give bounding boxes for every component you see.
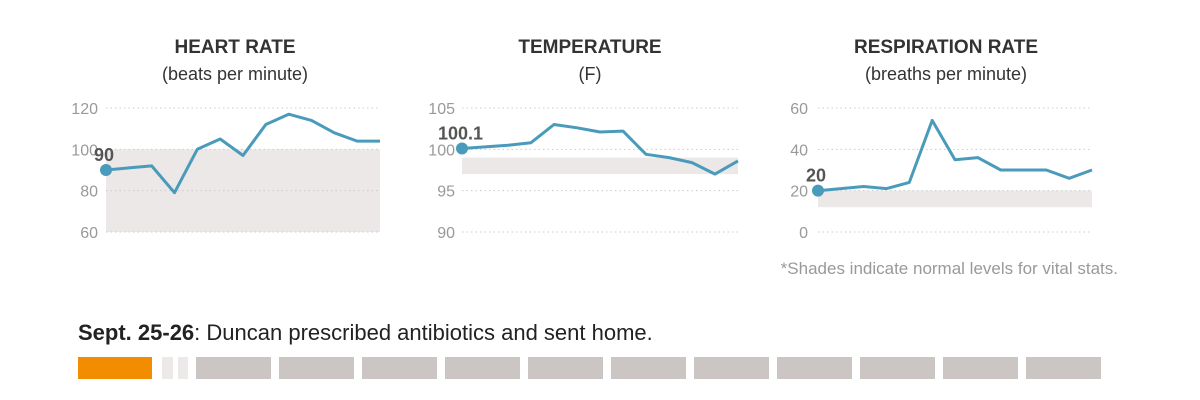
heart-rate-start-point	[100, 164, 112, 176]
respiration-rate-start-point	[812, 184, 824, 197]
timeline-segment[interactable]	[528, 357, 603, 379]
timeline-segment[interactable]	[694, 357, 769, 379]
timeline-segment[interactable]	[943, 357, 1018, 379]
respiration-rate-subtitle: (breaths per minute)	[864, 64, 1028, 84]
temperature-series-line	[461, 123, 739, 176]
timeline-segment[interactable]	[860, 357, 935, 379]
temperature-start-point	[456, 142, 468, 155]
respiration-rate-start-label: 20	[806, 166, 826, 186]
respiration-rate-tick-label: 60	[790, 101, 808, 118]
timeline-segment-active[interactable]	[78, 357, 152, 379]
heart-rate-tick-label: 120	[71, 101, 98, 118]
respiration-rate-title: RESPIRATION RATE	[853, 37, 1039, 58]
timeline-segment-tick[interactable]	[178, 357, 188, 379]
temperature-tick-label: 90	[437, 225, 455, 242]
respiration-rate-tick-label: 40	[790, 142, 808, 159]
heart-rate-tick-label: 60	[80, 225, 98, 242]
respiration-rate-tick-label: 0	[799, 225, 808, 242]
timeline-segment[interactable]	[611, 357, 686, 379]
timeline-caption: Sept. 25-26: Duncan prescribed antibioti…	[78, 320, 653, 346]
heart-rate-start-label: 90	[94, 145, 114, 165]
timeline-segment[interactable]	[1026, 357, 1101, 379]
respiration-rate-normal-shade	[818, 190, 1092, 208]
caption-text: : Duncan prescribed antibiotics and sent…	[194, 320, 653, 345]
timeline-progress	[78, 357, 1118, 379]
temperature-tick-label: 105	[428, 101, 455, 118]
temperature-title: TEMPERATURE	[518, 37, 662, 58]
timeline-segment[interactable]	[279, 357, 354, 379]
temperature-start-label: 100.1	[438, 124, 483, 144]
caption-date: Sept. 25-26	[78, 320, 195, 345]
heart-rate-title: HEART RATE	[174, 37, 296, 58]
temperature-tick-label: 95	[437, 184, 455, 201]
temperature-normal-shade	[462, 157, 738, 175]
heart-rate-subtitle: (beats per minute)	[161, 64, 309, 84]
respiration-rate-series-line	[817, 118, 1093, 193]
heart-rate-tick-label: 100	[71, 142, 98, 159]
respiration-rate-tick-label: 20	[790, 184, 808, 201]
timeline-segment[interactable]	[196, 357, 271, 379]
timeline-segment[interactable]	[445, 357, 520, 379]
timeline-segment[interactable]	[362, 357, 437, 379]
timeline-segment-tick[interactable]	[162, 357, 173, 379]
temperature-tick-label: 100	[428, 142, 455, 159]
vital-stats-charts: 60 80 100 120 90 90 95 100 105 100.1 0 20 40 60 20	[71, 101, 1093, 242]
timeline-segment[interactable]	[777, 357, 852, 379]
shade-note: *Shades indicate normal levels for vital…	[780, 259, 1118, 278]
heart-rate-tick-label: 80	[80, 184, 98, 201]
heart-rate-series-line	[105, 112, 380, 195]
temperature-subtitle: (F)	[578, 64, 602, 84]
